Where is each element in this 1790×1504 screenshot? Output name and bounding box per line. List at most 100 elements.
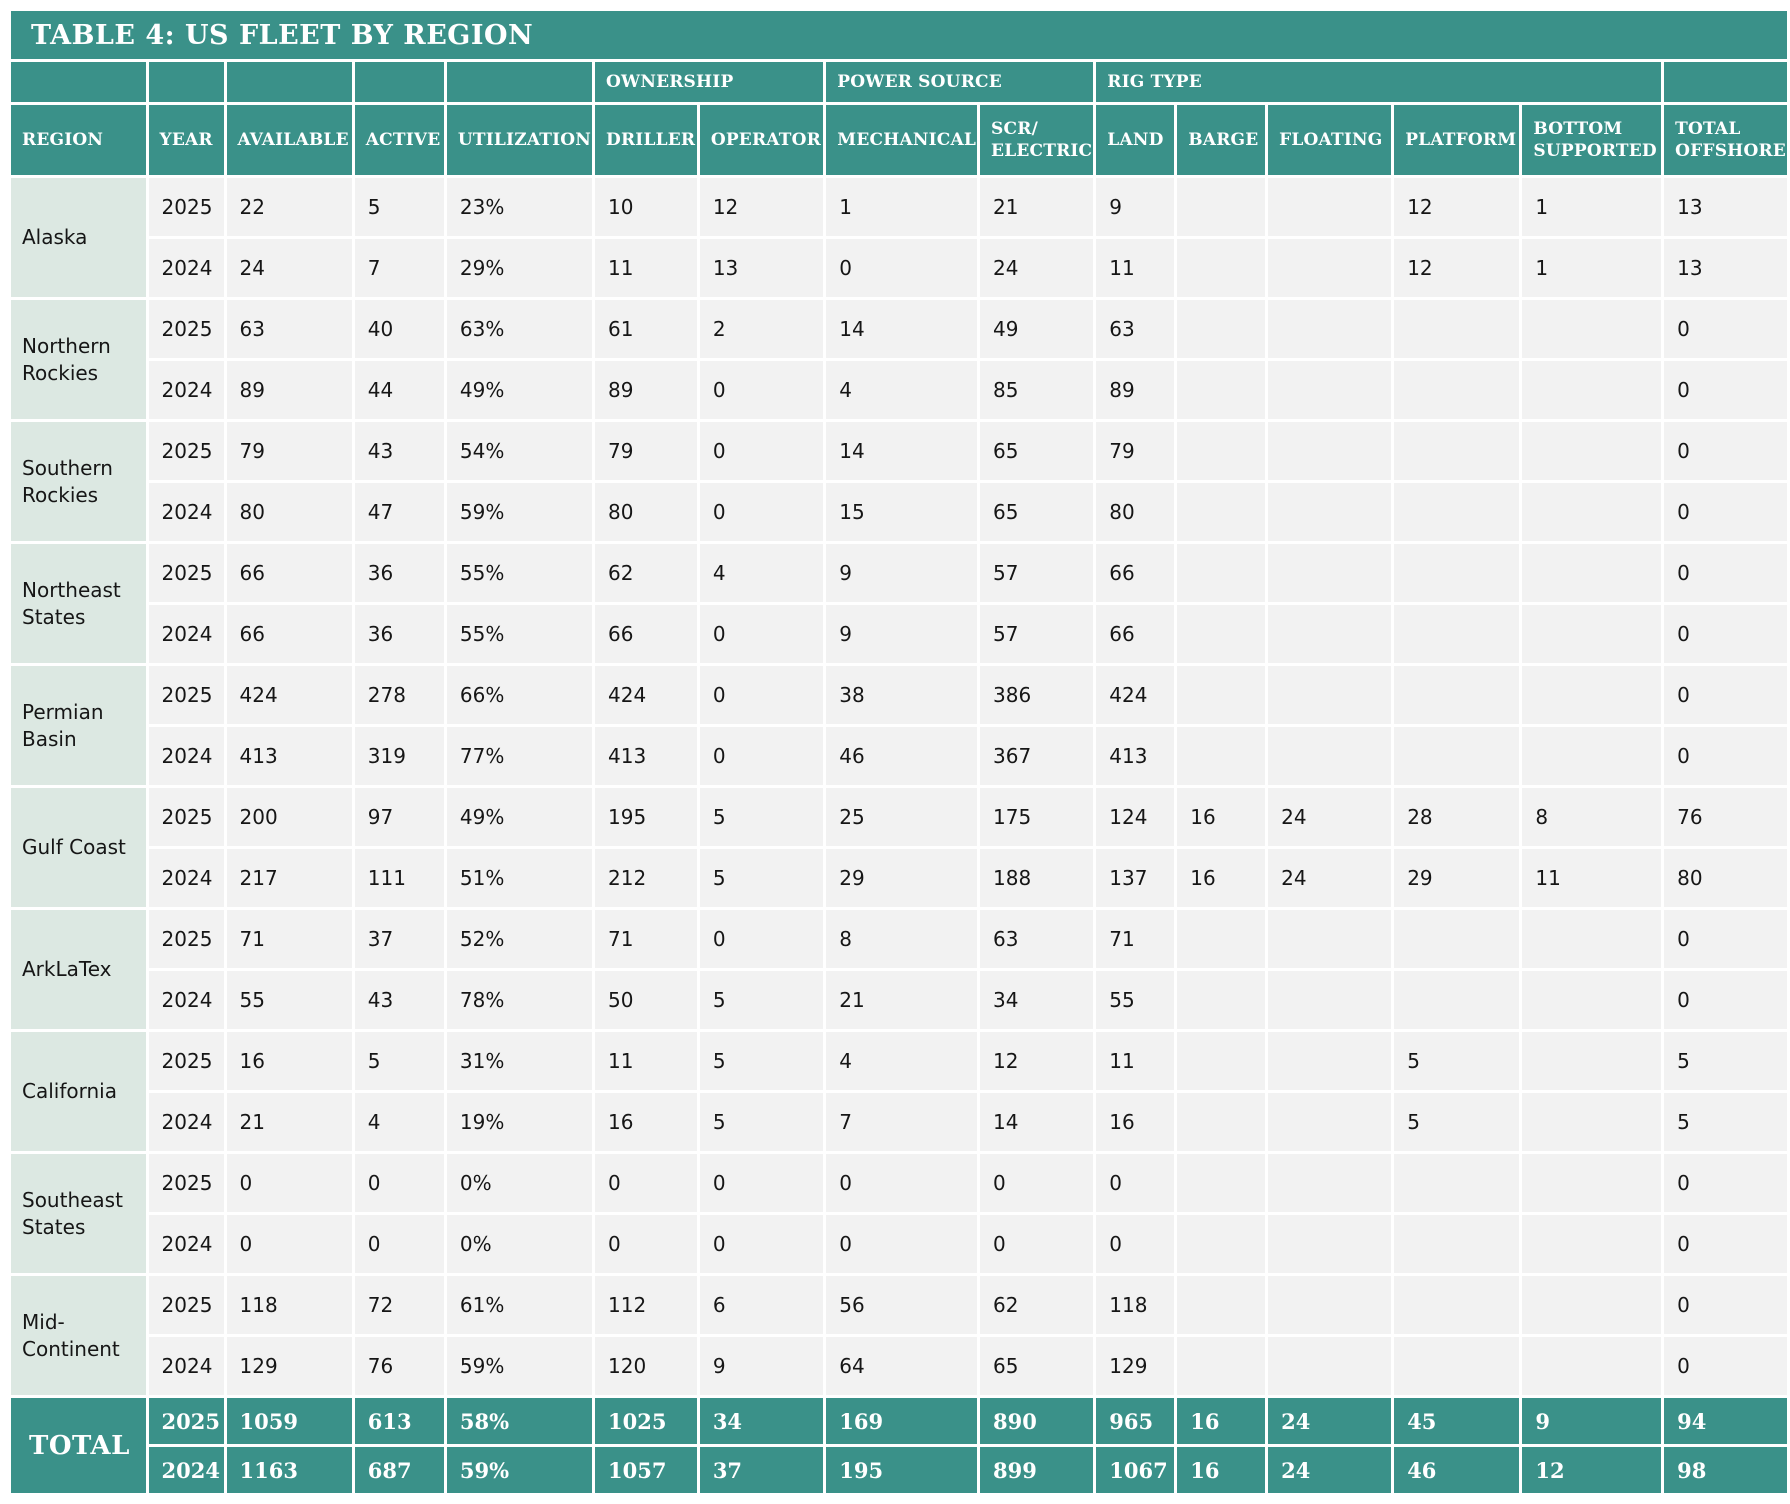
total-cell-floating: 24 bbox=[1268, 1398, 1392, 1444]
data-cell-platform bbox=[1394, 361, 1520, 419]
data-cell-available: 79 bbox=[226, 422, 352, 480]
year-cell: 2025 bbox=[148, 544, 224, 602]
group-header-row: OWNERSHIP POWER SOURCE RIG TYPE bbox=[11, 62, 1787, 102]
data-cell-land: 79 bbox=[1096, 422, 1175, 480]
data-cell-platform bbox=[1394, 605, 1520, 663]
data-cell-operator: 5 bbox=[699, 1032, 824, 1090]
data-cell-mechanical: 64 bbox=[826, 1337, 978, 1395]
column-header-platform: PLATFORM bbox=[1394, 105, 1520, 175]
data-cell-floating bbox=[1268, 1337, 1392, 1395]
data-cell-platform bbox=[1394, 1337, 1520, 1395]
data-cell-operator: 0 bbox=[699, 422, 824, 480]
data-cell-floating bbox=[1268, 1032, 1392, 1090]
data-cell-bottom_supported bbox=[1522, 727, 1662, 785]
data-cell-bottom_supported: 11 bbox=[1522, 849, 1662, 907]
data-cell-bottom_supported bbox=[1522, 910, 1662, 968]
data-cell-driller: 50 bbox=[595, 971, 697, 1029]
total-cell-driller: 1025 bbox=[595, 1398, 697, 1444]
data-cell-driller: 413 bbox=[595, 727, 697, 785]
data-cell-platform bbox=[1394, 483, 1520, 541]
data-cell-platform: 28 bbox=[1394, 788, 1520, 846]
data-cell-bottom_supported: 1 bbox=[1522, 239, 1662, 297]
column-header-row: REGION YEAR AVAILABLE ACTIVE UTILIZATION DRIL… bbox=[11, 105, 1787, 175]
year-cell: 2024 bbox=[148, 727, 224, 785]
data-cell-utilization: 52% bbox=[446, 910, 593, 968]
year-cell: 2024 bbox=[148, 849, 224, 907]
data-cell-driller: 10 bbox=[595, 178, 697, 236]
data-cell-floating bbox=[1268, 422, 1392, 480]
data-cell-mechanical: 0 bbox=[826, 239, 978, 297]
data-cell-barge bbox=[1177, 178, 1266, 236]
group-header-empty bbox=[148, 62, 224, 102]
data-cell-available: 118 bbox=[226, 1276, 352, 1334]
data-cell-platform: 5 bbox=[1394, 1032, 1520, 1090]
data-cell-active: 76 bbox=[354, 1337, 444, 1395]
total-label: TOTAL bbox=[11, 1398, 146, 1493]
data-cell-bottom_supported bbox=[1522, 1032, 1662, 1090]
data-cell-barge bbox=[1177, 605, 1266, 663]
region-row-gulf-coast-2025: Gulf Coast 2025 200 97 49% 195 5 25 175 124 16 24 28… bbox=[11, 788, 1787, 907]
data-cell-floating bbox=[1268, 483, 1392, 541]
data-cell-available: 55 bbox=[226, 971, 352, 1029]
data-cell-platform: 12 bbox=[1394, 239, 1520, 297]
data-cell-available: 0 bbox=[226, 1215, 352, 1273]
data-cell-operator: 13 bbox=[699, 239, 824, 297]
data-cell-floating: 24 bbox=[1268, 849, 1392, 907]
data-cell-bottom_supported: 8 bbox=[1522, 788, 1662, 846]
data-cell-bottom_supported bbox=[1522, 361, 1662, 419]
year-cell: 2024 bbox=[148, 1337, 224, 1395]
data-cell-barge: 16 bbox=[1177, 849, 1266, 907]
data-cell-barge bbox=[1177, 239, 1266, 297]
data-cell-scr_electric: 12 bbox=[980, 1032, 1094, 1090]
data-cell-land: 0 bbox=[1096, 1154, 1175, 1212]
year-cell: 2025 bbox=[148, 178, 224, 236]
data-cell-utilization: 0% bbox=[446, 1154, 593, 1212]
year-cell: 2024 bbox=[148, 605, 224, 663]
data-cell-land: 11 bbox=[1096, 239, 1175, 297]
data-cell-bottom_supported bbox=[1522, 1093, 1662, 1151]
year-cell: 2024 bbox=[148, 361, 224, 419]
region-row-southeast-states-2024: 2024 0 0 0% 0 0 0 0 0 0 bbox=[11, 1215, 1787, 1273]
data-cell-barge bbox=[1177, 1276, 1266, 1334]
data-cell-total_offshore: 0 bbox=[1664, 422, 1787, 480]
data-cell-barge bbox=[1177, 1337, 1266, 1395]
column-header-region: REGION bbox=[11, 105, 146, 175]
total-cell-floating: 24 bbox=[1268, 1447, 1392, 1493]
data-cell-platform bbox=[1394, 300, 1520, 358]
data-cell-barge bbox=[1177, 727, 1266, 785]
region-row-alaska-2025: Alaska 2025 22 5 23% 10 12 1 21 9 12 1 13 bbox=[11, 178, 1787, 297]
data-cell-mechanical: 15 bbox=[826, 483, 978, 541]
data-cell-active: 36 bbox=[354, 544, 444, 602]
group-header-power-source: POWER SOURCE bbox=[826, 62, 1094, 102]
region-name-permian-basin: Permian Basin bbox=[11, 666, 146, 785]
data-cell-utilization: 77% bbox=[446, 727, 593, 785]
data-cell-operator: 0 bbox=[699, 1154, 824, 1212]
data-cell-utilization: 78% bbox=[446, 971, 593, 1029]
year-cell: 2025 bbox=[148, 910, 224, 968]
total-cell-platform: 45 bbox=[1394, 1398, 1520, 1444]
region-row-gulf-coast-2024: 2024 217 111 51% 212 5 29 188 137 16 24 29 11 80 bbox=[11, 849, 1787, 907]
total-cell-utilization: 59% bbox=[446, 1447, 593, 1493]
data-cell-floating bbox=[1268, 1215, 1392, 1273]
region-row-california-2024: 2024 21 4 19% 16 5 7 14 16 5 5 bbox=[11, 1093, 1787, 1151]
data-cell-land: 55 bbox=[1096, 971, 1175, 1029]
data-cell-barge bbox=[1177, 483, 1266, 541]
data-cell-land: 413 bbox=[1096, 727, 1175, 785]
data-cell-platform bbox=[1394, 910, 1520, 968]
data-cell-driller: 212 bbox=[595, 849, 697, 907]
data-cell-active: 111 bbox=[354, 849, 444, 907]
data-cell-land: 80 bbox=[1096, 483, 1175, 541]
year-cell: 2025 bbox=[148, 1154, 224, 1212]
total-row-2024: 2024 1163 687 59% 1057 37 195 899 1067 16 24 46 12 98 bbox=[11, 1447, 1787, 1493]
data-cell-available: 71 bbox=[226, 910, 352, 968]
data-cell-driller: 11 bbox=[595, 239, 697, 297]
total-cell-land: 1067 bbox=[1096, 1447, 1175, 1493]
region-name-alaska: Alaska bbox=[11, 178, 146, 297]
data-cell-active: 37 bbox=[354, 910, 444, 968]
data-cell-platform bbox=[1394, 1276, 1520, 1334]
data-cell-scr_electric: 62 bbox=[980, 1276, 1094, 1334]
data-cell-platform bbox=[1394, 971, 1520, 1029]
data-cell-utilization: 55% bbox=[446, 544, 593, 602]
data-cell-total_offshore: 0 bbox=[1664, 361, 1787, 419]
data-cell-barge bbox=[1177, 910, 1266, 968]
